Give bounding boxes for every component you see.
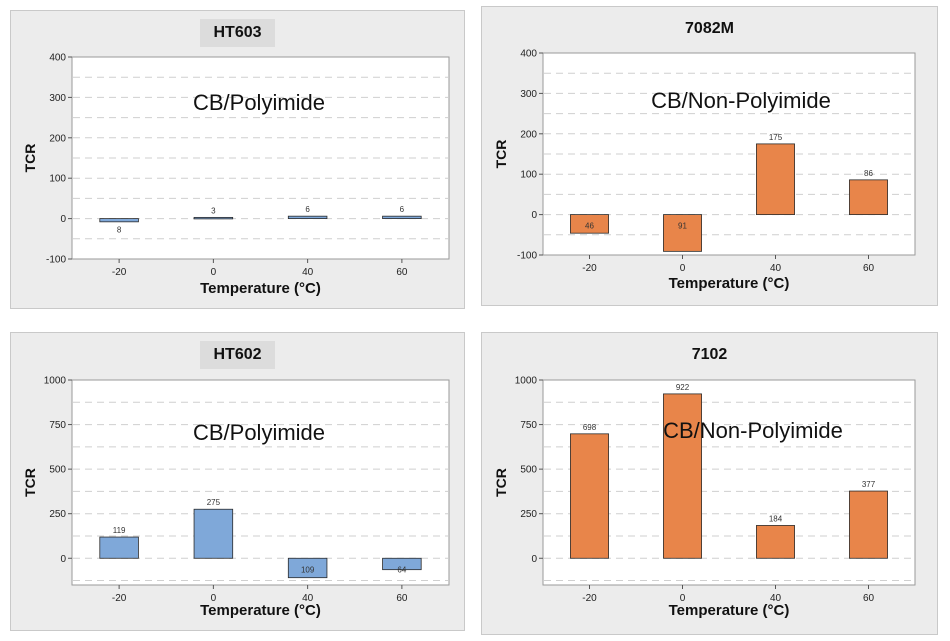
bar <box>99 218 139 223</box>
x-tick-label: 40 <box>770 593 782 604</box>
x-tick-label: 0 <box>680 593 686 604</box>
x-tick-label: 0 <box>211 593 217 604</box>
x-tick-label: 0 <box>211 267 217 278</box>
x-tick-label: 0 <box>680 263 686 274</box>
data-label: 6 <box>305 205 310 214</box>
data-label: 377 <box>862 480 876 489</box>
chart-annotation: CB/Polyimide <box>193 420 325 445</box>
chart-annotation: CB/Non-Polyimide <box>663 418 843 443</box>
x-tick-label: -20 <box>582 263 597 274</box>
chart-panel-7082m: 7082M -100 0 100 200 300 400 46 -20 91 0 175 40 86 60… <box>481 6 938 306</box>
bar <box>193 216 234 220</box>
data-label: 698 <box>583 423 597 432</box>
y-tick-label: 500 <box>520 465 537 476</box>
y-tick-label: 250 <box>49 509 66 520</box>
data-label: 6 <box>400 205 405 214</box>
chart-panel-7102: 7102 0 250 500 750 1000 698 -20 922 0 184 40 377 60 T… <box>481 332 938 635</box>
y-tick-label: 400 <box>49 53 66 64</box>
data-label: 91 <box>678 222 687 231</box>
x-tick-label: -20 <box>112 267 127 278</box>
y-tick-label: 300 <box>49 93 66 104</box>
chart-svg: -100 0 100 200 300 400 46 -20 91 0 175 40 86 60 TCR Tem… <box>493 49 916 292</box>
y-tick-label: 750 <box>520 420 537 431</box>
x-tick-label: -20 <box>112 593 127 604</box>
y-axis-label: TCR <box>22 144 38 173</box>
x-tick-label: 60 <box>396 267 408 278</box>
y-axis-label: TCR <box>493 140 509 169</box>
data-label: 64 <box>397 565 406 574</box>
chart-svg: -100 0 100 200 300 400 8 -20 3 0 6 40 6 60 TCR Temperat… <box>22 53 450 297</box>
data-label: 3 <box>211 206 216 215</box>
y-tick-label: 200 <box>49 133 66 144</box>
plot-area <box>71 56 450 260</box>
y-tick-label: 1000 <box>515 376 538 387</box>
chart-panel-ht603: HT603 -100 0 100 200 300 400 8 -20 3 0 6 40 6 60 TCR Te… <box>10 10 465 309</box>
x-tick-label: 40 <box>302 267 314 278</box>
bar <box>570 214 609 234</box>
chart-panel-ht602: HT602 0 250 500 750 1000 119 -20 275 0 109 40 64 60 T… <box>10 332 465 631</box>
y-tick-label: 0 <box>531 210 537 221</box>
bar <box>193 508 234 559</box>
data-label: 109 <box>301 565 315 574</box>
y-axis-label: TCR <box>22 468 38 497</box>
bar <box>382 215 422 219</box>
x-tick-label: 60 <box>863 593 875 604</box>
chart-annotation: CB/Polyimide <box>193 90 325 115</box>
x-tick-label: 40 <box>302 593 314 604</box>
bar <box>756 525 795 559</box>
bar <box>849 490 888 559</box>
chart-svg: 0 250 500 750 1000 698 -20 922 0 184 40 377 60 TCR Tem… <box>493 376 916 619</box>
y-tick-label: 250 <box>520 509 537 520</box>
y-tick-label: 0 <box>60 214 66 225</box>
x-axis-label: Temperature (°C) <box>669 275 790 292</box>
bar <box>663 393 702 559</box>
y-tick-label: -100 <box>46 255 66 266</box>
bar <box>382 557 422 571</box>
x-axis-label: Temperature (°C) <box>669 602 790 619</box>
data-label: 275 <box>207 498 221 507</box>
y-tick-label: -100 <box>517 251 537 262</box>
bar <box>570 433 609 559</box>
y-tick-label: 300 <box>520 89 537 100</box>
y-tick-label: 0 <box>531 554 537 565</box>
data-label: 175 <box>769 133 783 142</box>
data-label: 46 <box>585 222 594 231</box>
bar <box>849 179 888 216</box>
bar <box>287 215 328 219</box>
x-tick-label: 40 <box>770 263 782 274</box>
x-axis-label: Temperature (°C) <box>200 280 321 297</box>
chart-title: HT602 <box>200 341 275 369</box>
x-tick-label: 60 <box>863 263 875 274</box>
chart-title: 7102 <box>691 346 728 363</box>
bar <box>663 214 702 252</box>
y-axis-label: TCR <box>493 468 509 497</box>
bar <box>99 536 139 559</box>
y-tick-label: 400 <box>520 49 537 60</box>
x-tick-label: -20 <box>582 593 597 604</box>
chart-title: 7082M <box>685 20 734 37</box>
y-tick-label: 0 <box>60 554 66 565</box>
data-label: 8 <box>117 226 122 235</box>
chart-annotation: CB/Non-Polyimide <box>651 88 831 113</box>
bar <box>756 143 795 215</box>
chart-title: HT603 <box>200 19 275 47</box>
y-tick-label: 200 <box>520 129 537 140</box>
x-axis-label: Temperature (°C) <box>200 602 321 619</box>
y-tick-label: 1000 <box>44 376 67 387</box>
chart-svg: 0 250 500 750 1000 119 -20 275 0 109 40 64 60 TCR Temp… <box>22 376 450 619</box>
x-tick-label: 60 <box>396 593 408 604</box>
y-tick-label: 100 <box>520 170 537 181</box>
y-tick-label: 750 <box>49 420 66 431</box>
data-label: 119 <box>113 526 126 535</box>
data-label: 184 <box>769 514 783 523</box>
bar <box>287 557 328 579</box>
data-label: 86 <box>864 169 873 178</box>
data-label: 922 <box>676 383 690 392</box>
y-tick-label: 500 <box>49 465 66 476</box>
y-tick-label: 100 <box>49 174 66 185</box>
